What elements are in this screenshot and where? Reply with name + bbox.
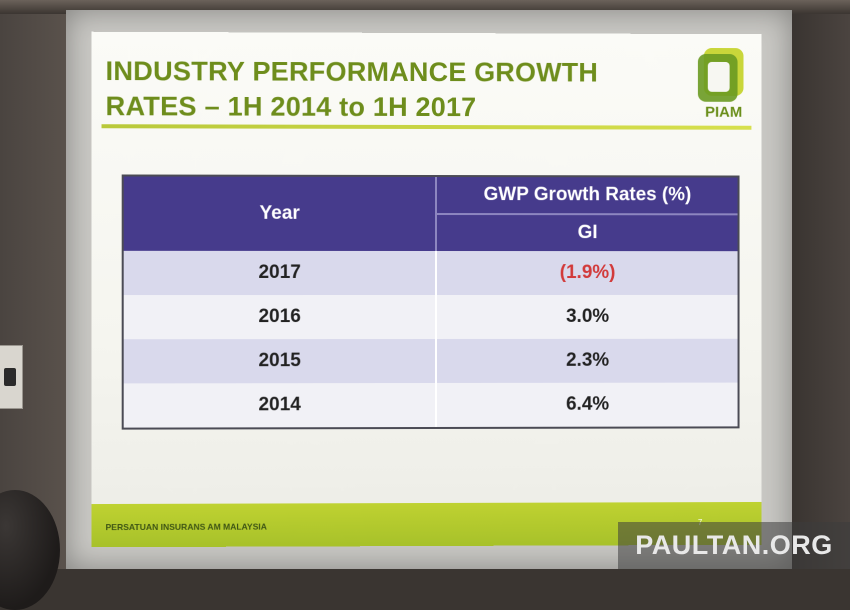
row-value-negative: (1.9%)	[437, 251, 738, 295]
table-row: 2015 2.3%	[124, 339, 738, 384]
row-year: 2014	[124, 383, 435, 428]
presentation-slide: INDUSTRY PERFORMANCE GROWTH RATES – 1H 2…	[91, 32, 761, 548]
footer-organization: PERSATUAN INSURANS AM MALAYSIA	[106, 522, 267, 533]
header-gi: GI	[437, 215, 738, 251]
row-year: 2016	[124, 295, 435, 339]
slide-title-line1: INDUSTRY PERFORMANCE GROWTH	[106, 54, 667, 91]
row-value: 3.0%	[437, 295, 738, 339]
title-divider	[102, 124, 752, 130]
piam-logo: PIAM	[694, 46, 753, 122]
table-row: 2017 (1.9%)	[124, 251, 738, 295]
slide-title-line2: RATES – 1H 2014 to 1H 2017	[106, 89, 667, 126]
slide-title: INDUSTRY PERFORMANCE GROWTH RATES – 1H 2…	[106, 54, 667, 126]
header-gwp-growth-rates: GWP Growth Rates (%)	[437, 177, 738, 213]
row-year: 2017	[124, 251, 435, 295]
row-year: 2015	[124, 339, 435, 383]
piam-logo-icon	[694, 46, 753, 104]
header-year: Year	[124, 177, 435, 252]
row-value: 2.3%	[437, 339, 738, 383]
table-row: 2016 3.0%	[124, 295, 738, 339]
table-row: 2014 6.4%	[124, 383, 738, 428]
growth-rates-table: Year GWP Growth Rates (%) GI 2017 (1.9%)…	[122, 174, 740, 429]
logo-text: PIAM	[694, 104, 753, 121]
wall-socket	[0, 345, 23, 409]
row-value: 6.4%	[437, 383, 738, 427]
watermark: PAULTAN.ORG	[618, 522, 850, 569]
